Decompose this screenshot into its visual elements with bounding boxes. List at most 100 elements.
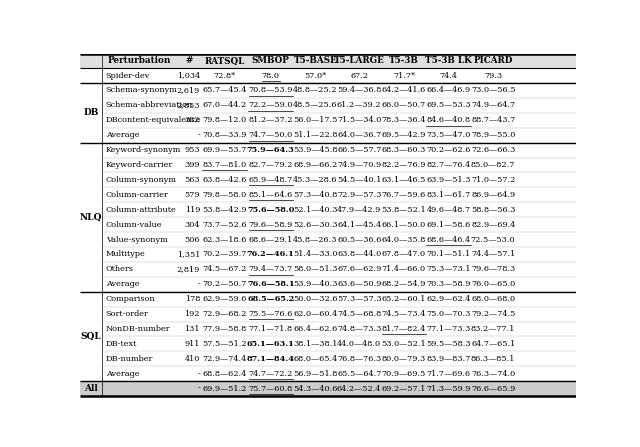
- Text: 56.0—17.5: 56.0—17.5: [293, 116, 337, 124]
- Text: 76.7—59.6: 76.7—59.6: [382, 191, 426, 199]
- Text: 58.8—56.3: 58.8—56.3: [471, 206, 515, 214]
- Text: Value-synonym: Value-synonym: [106, 236, 168, 244]
- Text: 71.7—69.6: 71.7—69.6: [426, 370, 470, 378]
- Text: 45.8—26.3: 45.8—26.3: [293, 236, 338, 244]
- Text: 76.8—76.3: 76.8—76.3: [337, 355, 381, 363]
- Text: 64.7—65.1: 64.7—65.1: [471, 340, 515, 348]
- Text: All: All: [84, 384, 98, 393]
- Text: 1,034: 1,034: [177, 72, 200, 80]
- Text: 410: 410: [185, 355, 200, 363]
- Text: 63.9—51.3: 63.9—51.3: [426, 176, 471, 184]
- Text: 74.5—73.4: 74.5—73.4: [381, 310, 426, 318]
- Text: 68.9—66.2: 68.9—66.2: [293, 161, 337, 169]
- Bar: [80, 337, 576, 351]
- Text: 2,619: 2,619: [177, 86, 200, 94]
- Text: 68.5—65.2: 68.5—65.2: [247, 295, 294, 303]
- Text: 74.4: 74.4: [440, 72, 458, 80]
- Text: 54.5—40.1: 54.5—40.1: [337, 176, 381, 184]
- Text: 60.5—36.6: 60.5—36.6: [337, 236, 381, 244]
- Text: 79.6—58.9: 79.6—58.9: [248, 221, 293, 229]
- Text: Comparison: Comparison: [106, 295, 156, 303]
- Bar: [80, 307, 576, 321]
- Text: 68.0—68.0: 68.0—68.0: [471, 295, 515, 303]
- Text: 57.3—40.8: 57.3—40.8: [293, 191, 337, 199]
- Text: 74.8—73.3: 74.8—73.3: [337, 325, 381, 333]
- Bar: [80, 54, 576, 68]
- Text: 53.8—52.1: 53.8—52.1: [381, 206, 426, 214]
- Text: T5-3B: T5-3B: [389, 56, 419, 65]
- Text: Spider-dev: Spider-dev: [106, 72, 150, 80]
- Text: Average: Average: [106, 370, 140, 378]
- Text: 65.7—45.4: 65.7—45.4: [202, 86, 247, 94]
- Text: 70.1—51.1: 70.1—51.1: [426, 250, 470, 258]
- Bar: [80, 113, 576, 128]
- Text: Average: Average: [106, 131, 140, 139]
- Text: NLQ: NLQ: [80, 213, 102, 222]
- Text: 51.1—22.8: 51.1—22.8: [293, 131, 338, 139]
- Text: 72.6—66.3: 72.6—66.3: [471, 146, 515, 154]
- Text: -: -: [197, 280, 200, 288]
- Text: 75.5—76.6: 75.5—76.6: [248, 310, 293, 318]
- Text: 74.9—70.9: 74.9—70.9: [337, 161, 381, 169]
- Bar: [80, 217, 576, 232]
- Text: 62.9—59.6: 62.9—59.6: [202, 295, 247, 303]
- Text: 56.9—51.8: 56.9—51.8: [293, 370, 337, 378]
- Text: Column-carrier: Column-carrier: [106, 191, 169, 199]
- Text: 75.3—73.1: 75.3—73.1: [426, 266, 471, 274]
- Text: 178: 178: [185, 295, 200, 303]
- Bar: [80, 173, 576, 187]
- Text: 192: 192: [184, 310, 200, 318]
- Text: 73.0—56.5: 73.0—56.5: [471, 86, 515, 94]
- Text: 74.5—68.8: 74.5—68.8: [337, 310, 381, 318]
- Text: 304: 304: [184, 221, 200, 229]
- Text: 66.4—62.6: 66.4—62.6: [293, 325, 337, 333]
- Text: DB-number: DB-number: [106, 355, 153, 363]
- Text: 62.3—18.6: 62.3—18.6: [202, 236, 247, 244]
- Text: 81.2—37.2: 81.2—37.2: [248, 116, 293, 124]
- Text: 72.2—59.0: 72.2—59.0: [248, 101, 293, 110]
- Text: 65.1—63.1: 65.1—63.1: [247, 340, 294, 348]
- Text: 57.5—51.2: 57.5—51.2: [202, 340, 247, 348]
- Text: -: -: [197, 370, 200, 378]
- Text: 63.1—46.5: 63.1—46.5: [381, 176, 426, 184]
- Text: 52.6—30.3: 52.6—30.3: [293, 221, 338, 229]
- Text: 76.3—74.0: 76.3—74.0: [471, 370, 515, 378]
- Text: SMBOP: SMBOP: [252, 56, 290, 65]
- Text: DBcontent-equivalence: DBcontent-equivalence: [106, 116, 202, 124]
- Bar: [80, 247, 576, 262]
- Text: Schema-abbreviation: Schema-abbreviation: [106, 101, 193, 110]
- Text: 68.6—46.4: 68.6—46.4: [426, 236, 470, 244]
- Text: Multitype: Multitype: [106, 250, 145, 258]
- Text: 64.1—45.4: 64.1—45.4: [337, 221, 381, 229]
- Text: 69.2—57.1: 69.2—57.1: [381, 385, 426, 392]
- Text: 54.3—40.6: 54.3—40.6: [293, 385, 337, 392]
- Text: 76.2—46.1: 76.2—46.1: [247, 250, 294, 258]
- Text: 84.6—40.8: 84.6—40.8: [426, 116, 470, 124]
- Text: 72.9—68.2: 72.9—68.2: [202, 310, 247, 318]
- Text: 74.7—72.2: 74.7—72.2: [248, 370, 293, 378]
- Bar: [80, 83, 576, 98]
- Text: 62.9—62.4: 62.9—62.4: [426, 295, 470, 303]
- Text: 563: 563: [184, 176, 200, 184]
- Text: 57.0*: 57.0*: [304, 72, 326, 80]
- Text: Schema-synonym: Schema-synonym: [106, 86, 178, 94]
- Text: 47.9—42.9: 47.9—42.9: [337, 206, 381, 214]
- Text: 72.5—53.0: 72.5—53.0: [471, 236, 515, 244]
- Text: 70.3—58.9: 70.3—58.9: [426, 280, 470, 288]
- Text: 82.2—76.9: 82.2—76.9: [381, 161, 426, 169]
- Text: 44.0—48.0: 44.0—48.0: [337, 340, 381, 348]
- Bar: [80, 232, 576, 247]
- Text: -: -: [197, 131, 200, 139]
- Text: PICARD: PICARD: [474, 56, 513, 65]
- Text: 79.3: 79.3: [484, 72, 502, 80]
- Text: 71.0—57.2: 71.0—57.2: [471, 176, 515, 184]
- Text: 76.6—65.9: 76.6—65.9: [471, 385, 515, 392]
- Text: 69.1—58.6: 69.1—58.6: [426, 221, 470, 229]
- Text: 64.2—41.6: 64.2—41.6: [382, 86, 426, 94]
- Text: 68.2—54.9: 68.2—54.9: [381, 280, 426, 288]
- Text: 71.4—66.0: 71.4—66.0: [382, 266, 426, 274]
- Text: 86.3—85.1: 86.3—85.1: [471, 355, 515, 363]
- Text: 83.2—77.1: 83.2—77.1: [471, 325, 515, 333]
- Bar: [80, 277, 576, 292]
- Text: Sort-order: Sort-order: [106, 310, 148, 318]
